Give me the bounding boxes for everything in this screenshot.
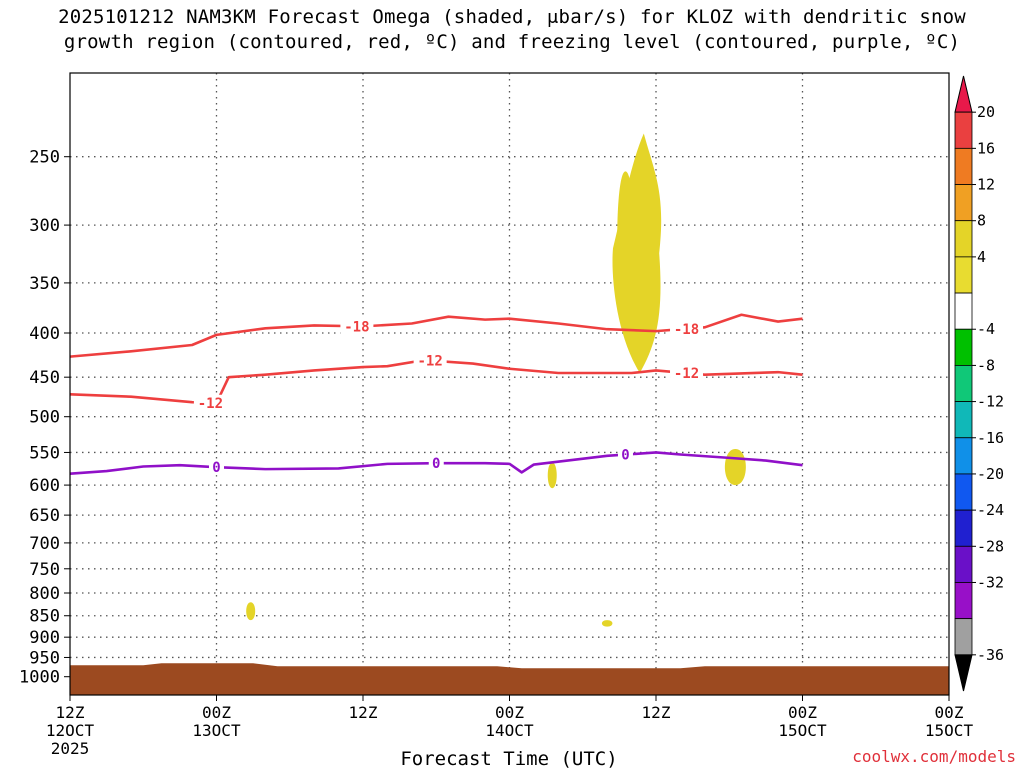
x-tick-label-0-1: 12OCT bbox=[46, 721, 95, 740]
omega-region-4 bbox=[246, 602, 256, 621]
contour-label-bg-0-1 bbox=[670, 320, 704, 337]
colorbar-top-triangle bbox=[954, 75, 973, 113]
colorbar-label-2: 12 bbox=[977, 176, 995, 194]
contour-label-bg-2-0 bbox=[209, 459, 224, 476]
chart-title-line2: growth region (contoured, red, ºC) and f… bbox=[63, 31, 961, 53]
colorbar-label-4: 4 bbox=[977, 248, 986, 266]
contour-label-bg-2-2 bbox=[617, 446, 633, 463]
colorbar-segment-1 bbox=[954, 111, 973, 149]
colorbar-segment-9 bbox=[954, 401, 973, 439]
x-tick-label-5-1: 15OCT bbox=[778, 721, 827, 740]
y-tick-label-350: 350 bbox=[29, 274, 60, 294]
contour-label-bg-1-2 bbox=[670, 365, 704, 382]
colorbar-label-11: -28 bbox=[977, 537, 1004, 555]
colorbar-segment-7 bbox=[954, 328, 973, 366]
contour-label-0-0: -18 bbox=[344, 319, 369, 335]
colorbar-segment-11 bbox=[954, 473, 973, 511]
x-tick-label-end-0: 00Z bbox=[935, 703, 964, 722]
colorbar-label-3: 8 bbox=[977, 212, 986, 230]
y-tick-label-500: 500 bbox=[29, 408, 60, 428]
x-tick-label-1-1: 13OCT bbox=[192, 721, 241, 740]
colorbar-segment-10 bbox=[954, 437, 973, 475]
colorbar: 20 16 12 8 4 -4 -8 -12 -16 -20 -24 -28 -32 -36 bbox=[954, 75, 1004, 692]
contour-label-2-0: 0 bbox=[212, 460, 220, 476]
colorbar-segment-13 bbox=[954, 545, 973, 583]
colorbar-label-8: -16 bbox=[977, 429, 1004, 447]
contour-line-2 bbox=[69, 451, 803, 475]
x-tick-label-3-0: 00Z bbox=[495, 703, 524, 722]
contour-line-0 bbox=[69, 313, 803, 358]
y-tick-label-800: 800 bbox=[29, 584, 60, 604]
contour-label-bg-1-0 bbox=[193, 394, 227, 411]
y-tick-label-450: 450 bbox=[29, 368, 60, 388]
chart-title-line1: 2025101212 NAM3KM Forecast Omega (shaded… bbox=[58, 6, 966, 28]
x-tick-label-2-0: 12Z bbox=[349, 703, 378, 722]
x-tick-label-3-1: 14OCT bbox=[485, 721, 534, 740]
omega-region-1 bbox=[612, 133, 662, 373]
colorbar-segment-8 bbox=[954, 365, 973, 402]
omega-region-5 bbox=[601, 620, 613, 627]
contour-label-2-2: 0 bbox=[621, 448, 629, 464]
y-tick-label-300: 300 bbox=[29, 216, 60, 236]
y-tick-label-250: 250 bbox=[29, 148, 60, 168]
contour-label-0-1: -18 bbox=[674, 322, 699, 338]
colorbar-segment-6 bbox=[954, 292, 973, 330]
x-tick-label-0-0: 12Z bbox=[56, 703, 85, 722]
colorbar-label-5: -4 bbox=[977, 320, 995, 338]
y-tick-label-600: 600 bbox=[29, 476, 60, 496]
colorbar-label-12: -32 bbox=[977, 573, 1004, 591]
colorbar-segment-4 bbox=[954, 220, 973, 258]
colorbar-label-1: 16 bbox=[977, 139, 995, 157]
contour-label-bg-0-0 bbox=[340, 318, 374, 335]
colorbar-label-0: 20 bbox=[977, 103, 995, 121]
x-tick-label-1-0: 00Z bbox=[202, 703, 231, 722]
contour-label-bg-1-1 bbox=[413, 352, 447, 369]
grid-lines bbox=[70, 73, 949, 695]
x-axis-label: Forecast Time (UTC) bbox=[400, 748, 617, 768]
y-tick-label-750: 750 bbox=[29, 560, 60, 580]
terrain-layer bbox=[70, 663, 949, 695]
y-tick-label-550: 550 bbox=[29, 443, 60, 463]
y-tick-label-400: 400 bbox=[29, 324, 60, 344]
x-tick-label-end-1: 15OCT bbox=[925, 721, 974, 740]
colorbar-label-13: -36 bbox=[977, 646, 1004, 664]
x-tick-label-4-0: 12Z bbox=[642, 703, 671, 722]
colorbar-label-9: -20 bbox=[977, 465, 1004, 483]
y-tick-label-650: 650 bbox=[29, 506, 60, 526]
source-credit[interactable]: coolwx.com/models bbox=[852, 747, 1016, 766]
y-tick-label-1000: 1000 bbox=[19, 668, 60, 688]
contour-label-2-1: 0 bbox=[432, 456, 440, 472]
x-tick-label-5-0: 00Z bbox=[788, 703, 817, 722]
colorbar-segment-15 bbox=[954, 618, 973, 656]
contour-label-bg-2-1 bbox=[428, 455, 444, 472]
contour-lines: -18 -18 -12 -12 -12 0 0 0 bbox=[69, 313, 803, 476]
colorbar-bottom-triangle bbox=[954, 654, 973, 692]
colorbar-segment-14 bbox=[954, 582, 973, 620]
contour-label-1-1: -12 bbox=[417, 354, 442, 370]
colorbar-segment-3 bbox=[954, 184, 973, 222]
omega-region-2 bbox=[724, 449, 746, 486]
contour-label-1-2: -12 bbox=[674, 366, 699, 382]
colorbar-label-6: -8 bbox=[977, 356, 995, 374]
colorbar-segment-2 bbox=[954, 147, 973, 185]
colorbar-segment-12 bbox=[954, 509, 973, 547]
contour-label-1-0: -12 bbox=[198, 396, 223, 412]
y-tick-label-700: 700 bbox=[29, 534, 60, 554]
omega-region-3 bbox=[547, 462, 557, 489]
y-tick-label-850: 850 bbox=[29, 607, 60, 627]
colorbar-label-7: -12 bbox=[977, 393, 1004, 411]
colorbar-label-10: -24 bbox=[977, 501, 1004, 519]
y-axis: 2503003504004505005506006507007508008509… bbox=[19, 148, 70, 688]
terrain-ground bbox=[70, 663, 949, 695]
colorbar-segment-5 bbox=[954, 256, 973, 294]
y-tick-label-900: 900 bbox=[29, 628, 60, 648]
y-tick-label-950: 950 bbox=[29, 648, 60, 668]
x-tick-label-0-2: 2025 bbox=[51, 739, 90, 758]
